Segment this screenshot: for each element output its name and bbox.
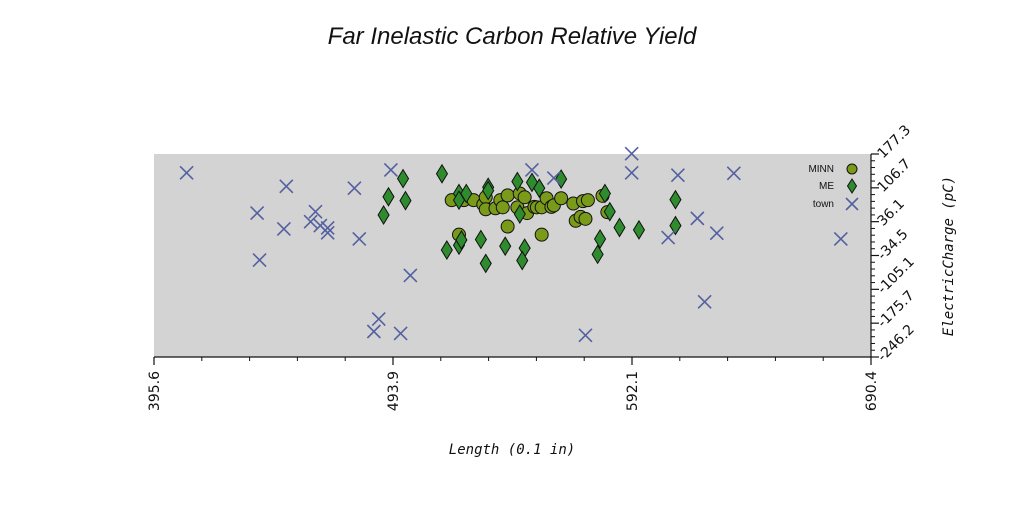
point-me-24 xyxy=(593,229,607,249)
point-town-1 xyxy=(250,206,265,221)
point-me-19 xyxy=(516,250,529,271)
x-tick-label: 690.4 xyxy=(864,371,880,411)
point-me-0 xyxy=(377,205,390,225)
point-minn-30 xyxy=(578,211,593,226)
point-town-22 xyxy=(661,230,676,245)
y-tick-label: -246.2 xyxy=(875,322,918,365)
y-tick-label: -175.7 xyxy=(875,288,918,331)
legend: MINN ME town xyxy=(808,163,859,211)
point-me-28 xyxy=(632,219,646,240)
point-minn-20 xyxy=(554,191,569,206)
point-town-26 xyxy=(709,226,724,241)
point-town-6 xyxy=(308,204,323,219)
point-town-10 xyxy=(347,181,362,196)
point-town-23 xyxy=(670,168,685,183)
point-town-15 xyxy=(393,326,408,341)
point-minn-8 xyxy=(495,200,510,215)
point-me-8 xyxy=(455,229,468,250)
x-axis: 395.6 493.9 592.1 690.4 xyxy=(147,356,880,411)
point-town-28 xyxy=(833,231,848,247)
point-town-27 xyxy=(726,166,741,181)
point-me-1 xyxy=(382,186,395,207)
point-me-2 xyxy=(396,168,410,189)
y-tick-label: 106.7 xyxy=(875,156,915,196)
point-minn-9 xyxy=(500,188,515,203)
point-me-15 xyxy=(499,236,512,257)
point-town-11 xyxy=(352,231,367,247)
point-me-5 xyxy=(440,240,453,260)
point-me-11 xyxy=(474,229,487,250)
point-town-21 xyxy=(624,165,639,180)
point-me-12 xyxy=(479,253,492,274)
point-town-3 xyxy=(276,221,291,236)
data-marks xyxy=(179,146,848,343)
point-minn-29 xyxy=(534,227,549,242)
y-tick-label: -105.1 xyxy=(875,254,918,297)
point-town-24 xyxy=(690,211,705,226)
point-me-21 xyxy=(533,178,546,199)
y-axis-label: ElectricCharge (pC) xyxy=(941,176,957,336)
point-town-0 xyxy=(179,165,194,180)
point-town-19 xyxy=(578,328,593,343)
point-town-2 xyxy=(252,253,267,268)
point-me-10 xyxy=(460,183,473,204)
point-me-30 xyxy=(669,215,682,236)
point-me-16 xyxy=(511,171,524,192)
point-me-17 xyxy=(513,204,526,225)
point-me-3 xyxy=(399,190,412,211)
plot-area xyxy=(154,154,871,357)
point-me-29 xyxy=(669,189,682,210)
point-me-23 xyxy=(591,244,604,265)
legend-marker-me xyxy=(846,178,858,194)
y-tick-label: 36.1 xyxy=(875,196,908,229)
point-me-25 xyxy=(598,183,612,204)
x-axis-label: Length (0.1 in) xyxy=(449,442,575,458)
point-minn-28 xyxy=(500,219,515,234)
point-me-14 xyxy=(482,180,495,201)
point-me-27 xyxy=(613,217,626,238)
y-tick-label: 177.3 xyxy=(875,122,915,162)
point-town-13 xyxy=(371,311,386,327)
legend-label-minn: MINN xyxy=(808,164,834,175)
x-tick-label: 592.1 xyxy=(625,371,641,411)
point-town-18 xyxy=(546,171,561,186)
point-town-8 xyxy=(320,220,335,236)
x-tick-label: 493.9 xyxy=(386,371,402,411)
point-minn-25 xyxy=(580,193,595,208)
point-town-12 xyxy=(366,324,381,339)
point-town-14 xyxy=(383,162,398,178)
point-town-16 xyxy=(403,268,418,283)
x-tick-label: 395.6 xyxy=(147,371,163,411)
point-town-5 xyxy=(303,214,318,229)
point-minn-12 xyxy=(517,190,532,205)
point-town-4 xyxy=(279,179,294,194)
point-me-4 xyxy=(435,163,449,184)
chart-title: Far Inelastic Carbon Relative Yield xyxy=(328,23,697,50)
legend-label-town: town xyxy=(813,199,834,210)
point-town-20 xyxy=(624,146,639,161)
legend-label-me: ME xyxy=(819,181,834,192)
point-me-26 xyxy=(603,201,616,222)
point-town-17 xyxy=(524,162,540,178)
legend-marker-minn xyxy=(846,163,858,175)
point-town-9 xyxy=(320,225,335,240)
legend-marker-town xyxy=(845,197,859,211)
point-town-25 xyxy=(697,294,712,309)
